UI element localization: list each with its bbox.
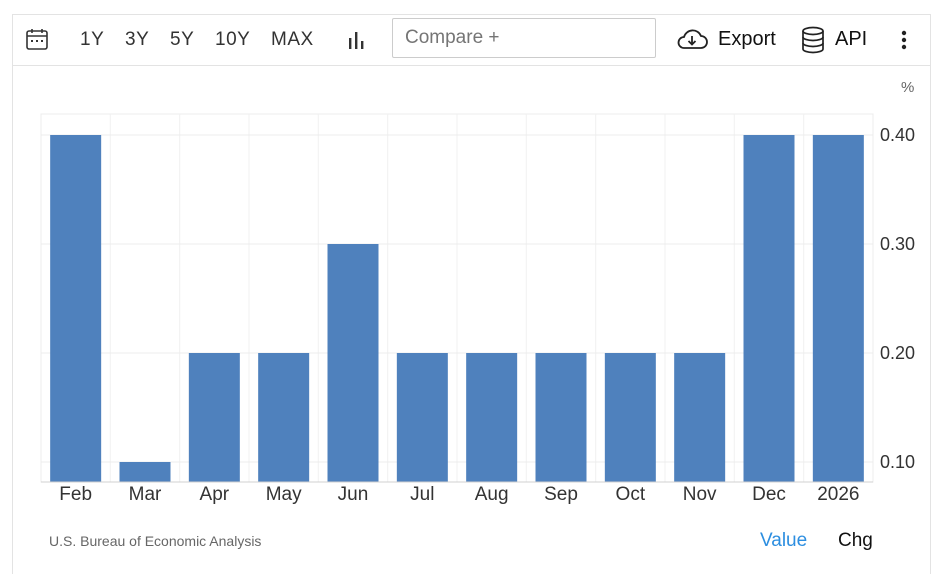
api-label: API [835,28,868,50]
bar[interactable] [466,353,518,482]
export-label: Export [718,28,776,50]
x-tick-label: May [266,484,302,505]
bar[interactable] [743,135,795,482]
y-tick-label: 0.40 [880,125,915,145]
x-tick-label: Nov [683,484,717,505]
bar[interactable] [188,353,240,482]
bar[interactable] [396,353,448,482]
tab-value[interactable]: Value [760,530,808,551]
range-10y-button[interactable]: 10Y [215,29,251,50]
x-tick-label: Aug [475,484,509,505]
bar[interactable] [604,353,656,482]
range-1y-button[interactable]: 1Y [80,29,105,50]
range-3y-button[interactable]: 3Y [125,29,150,50]
range-5y-button[interactable]: 5Y [170,29,195,50]
x-tick-label: Apr [200,484,230,505]
source-label: U.S. Bureau of Economic Analysis [49,533,262,549]
chart-type-icon[interactable] [348,30,368,50]
bar[interactable] [258,353,310,482]
chart-frame [12,14,931,574]
calendar-icon[interactable] [26,28,48,50]
y-tick-label: 0.10 [880,452,915,472]
y-tick-label: 0.30 [880,234,915,254]
range-max-button[interactable]: MAX [271,29,314,50]
bar[interactable] [812,135,864,482]
x-tick-label: Feb [59,484,92,505]
x-tick-label: Jun [338,484,369,505]
x-tick-label: Sep [544,484,578,505]
database-icon [802,26,824,54]
x-tick-label: Oct [616,484,646,505]
bar[interactable] [119,462,171,482]
chart-toolbar: 1Y 3Y 5Y 10Y MAX Export API [12,14,931,66]
y-tick-label: 0.20 [880,343,915,363]
x-tick-label: Dec [752,484,786,505]
x-tick-label: Mar [129,484,162,505]
more-options-icon[interactable] [900,28,908,52]
x-tick-label: Jul [410,484,434,505]
tab-chg[interactable]: Chg [838,530,873,551]
unit-label: % [901,79,915,96]
bar[interactable] [327,244,379,482]
bar[interactable] [535,353,587,482]
bar[interactable] [50,135,102,482]
bar[interactable] [674,353,726,482]
compare-input[interactable] [392,18,656,58]
cloud-download-icon [677,29,708,49]
bar-chart: 0.10 0.20 0.30 0.40 Feb Mar Apr May Jun Jul Aug Sep… [40,113,915,505]
x-tick-label: 2026 [817,484,859,505]
